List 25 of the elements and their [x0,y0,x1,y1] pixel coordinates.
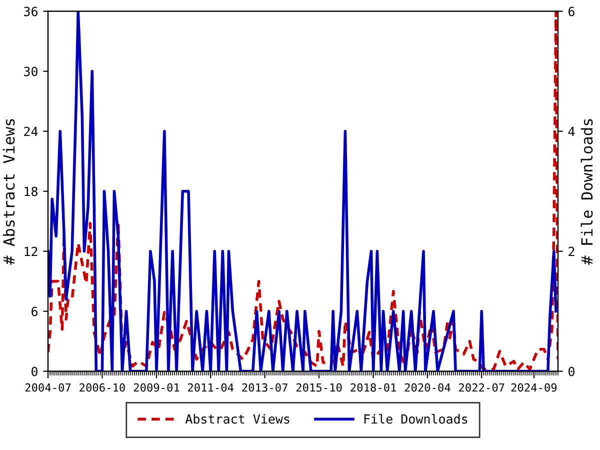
y-tick-label: 36 [24,6,38,16]
x-tick-label: 2018-01 [350,383,396,392]
x-tick-label: 2011-04 [188,383,234,392]
y-tick-label: 12 [24,246,38,256]
y-tick-label: 18 [24,186,38,196]
x-tick-label: 2024-09 [511,383,557,392]
y2-tick-label: 4 [568,126,575,136]
y-tick-label: 30 [24,66,38,76]
legend-label: Abstract Views [185,414,290,424]
y-axis-title: # Abstract Views [2,119,15,265]
x-tick-label: 2013-07 [242,383,288,392]
y2-tick-label: 0 [568,366,574,376]
x-tick-label: 2015-10 [296,383,342,392]
legend-label: File Downloads [364,414,468,424]
x-tick-label: 2006-10 [80,383,125,392]
y-tick-label: 6 [32,306,38,316]
y2-axis-title: # File Downloads [580,119,593,265]
y-tick-label: 24 [24,126,38,136]
x-tick-label: 2009-01 [134,383,180,392]
x-tick-label: 2020-04 [404,383,450,392]
y2-tick-label: 2 [568,246,574,256]
y2-tick-label: 6 [568,6,574,16]
x-tick-label: 2004-07 [25,383,71,392]
y-tick-label: 0 [32,366,38,376]
x-tick-label: 2022-07 [459,383,504,392]
